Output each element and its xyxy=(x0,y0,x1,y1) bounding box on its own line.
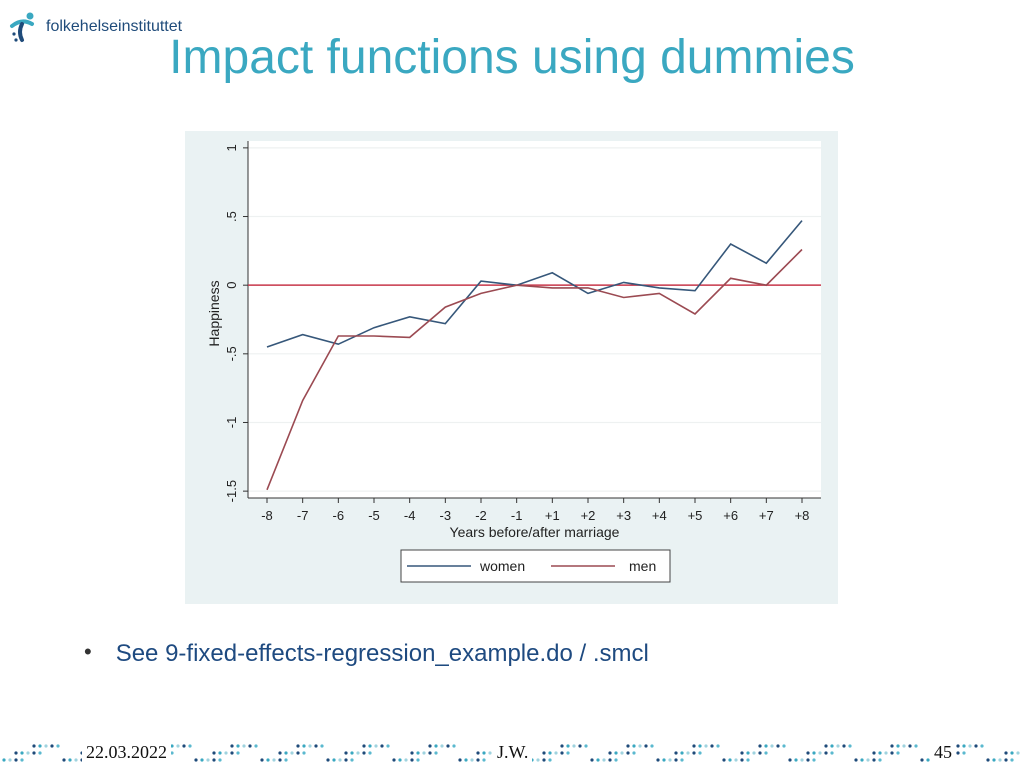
x-tick-label-9: +2 xyxy=(581,508,596,523)
x-tick-label-1: -7 xyxy=(297,508,309,523)
x-tick-label-0: -8 xyxy=(261,508,273,523)
bullet-item: • See 9-fixed-effects-regression_example… xyxy=(84,640,649,668)
fhi-logo-icon xyxy=(10,12,34,42)
y-tick-label-2: -.5 xyxy=(224,346,239,361)
y-tick-label-5: 1 xyxy=(224,144,239,151)
x-tick-label-15: +8 xyxy=(795,508,810,523)
y-tick-label-4: .5 xyxy=(224,211,239,222)
x-tick-label-13: +6 xyxy=(723,508,738,523)
x-tick-label-10: +3 xyxy=(616,508,631,523)
x-tick-label-8: +1 xyxy=(545,508,560,523)
x-tick-label-2: -6 xyxy=(333,508,345,523)
logo-text: folkehelseinstituttet xyxy=(46,18,183,35)
x-tick-label-3: -5 xyxy=(368,508,380,523)
x-tick-label-12: +5 xyxy=(688,508,703,523)
x-axis-label: Years before/after marriage xyxy=(450,524,620,540)
y-axis-label: Happiness xyxy=(206,280,222,346)
bullet-text: See 9-fixed-effects-regression_example.d… xyxy=(115,640,649,667)
bullet-icon: • xyxy=(84,639,92,664)
footer-date: 22.03.2022 xyxy=(82,742,171,763)
y-tick-label-1: -1 xyxy=(224,417,239,429)
plot-area xyxy=(248,141,821,498)
x-tick-label-6: -2 xyxy=(475,508,487,523)
footer-dot-pattern xyxy=(2,744,1020,762)
legend-label-women: women xyxy=(479,558,525,574)
line-chart: -1.5 -1 -.5 0 .5 1 -8 -7 -6 -5 -4 -3 -2 -1 +1 +2 +3 +4 +5 +… xyxy=(206,141,821,583)
footer-author: J.W. xyxy=(493,742,533,763)
series-line-men xyxy=(266,248,803,491)
footer: 22.03.2022 J.W. 45 xyxy=(0,738,1024,768)
x-tick-label-7: -1 xyxy=(511,508,523,523)
chart-container: -1.5 -1 -.5 0 .5 1 -8 -7 -6 -5 -4 -3 -2 -1 +1 +2 +3 +4 +5 +… xyxy=(185,131,838,604)
x-tick-label-4: -4 xyxy=(404,508,416,523)
x-tick-label-5: -3 xyxy=(440,508,452,523)
slide-title: Impact functions using dummies xyxy=(169,31,855,84)
logo: folkehelseinstituttet xyxy=(8,10,182,44)
y-tick-label-0: -1.5 xyxy=(224,480,239,502)
x-tick-label-11: +4 xyxy=(652,508,667,523)
footer-page-number: 45 xyxy=(930,742,956,763)
y-tick-label-3: 0 xyxy=(224,282,239,289)
x-tick-label-14: +7 xyxy=(759,508,774,523)
legend-label-men: men xyxy=(629,558,656,574)
